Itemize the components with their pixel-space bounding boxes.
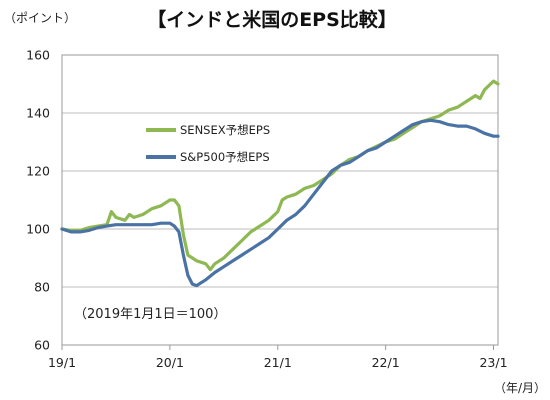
gridlines: [62, 54, 498, 346]
legend-label: SENSEX予想EPS: [180, 123, 270, 137]
series-lines: [60, 79, 500, 288]
legend: SENSEX予想EPS S&P500予想EPS: [146, 123, 270, 164]
x-tick-label: 21/1: [264, 355, 292, 370]
y-tick-labels: 60 80 100 120 140 160: [26, 48, 50, 353]
x-unit-label: （年/月）: [494, 381, 546, 395]
x-tick-label: 23/1: [479, 355, 507, 370]
y-tick-label: 60: [34, 338, 50, 353]
series-line-sp500: [60, 118, 500, 288]
x-tick-labels: 19/1 20/1 21/1 22/1 23/1: [48, 345, 508, 370]
x-tick-label: 19/1: [48, 355, 76, 370]
y-tick-label: 140: [26, 106, 50, 121]
y-tick-label: 80: [34, 280, 50, 295]
legend-label: S&P500予想EPS: [180, 150, 270, 164]
plot-area-frame: [61, 54, 499, 346]
x-tick-label: 22/1: [372, 355, 400, 370]
y-tick-label: 160: [26, 48, 50, 63]
x-tick-label: 20/1: [156, 355, 184, 370]
y-tick-label: 100: [26, 222, 50, 237]
y-tick-label: 120: [26, 164, 50, 179]
chart-title: 【インドと米国のEPS比較】: [147, 8, 397, 31]
y-unit-label: （ポイント）: [4, 11, 76, 25]
series-line-sensex: [60, 79, 500, 272]
base-note: （2019年1月1日＝100）: [74, 307, 226, 322]
